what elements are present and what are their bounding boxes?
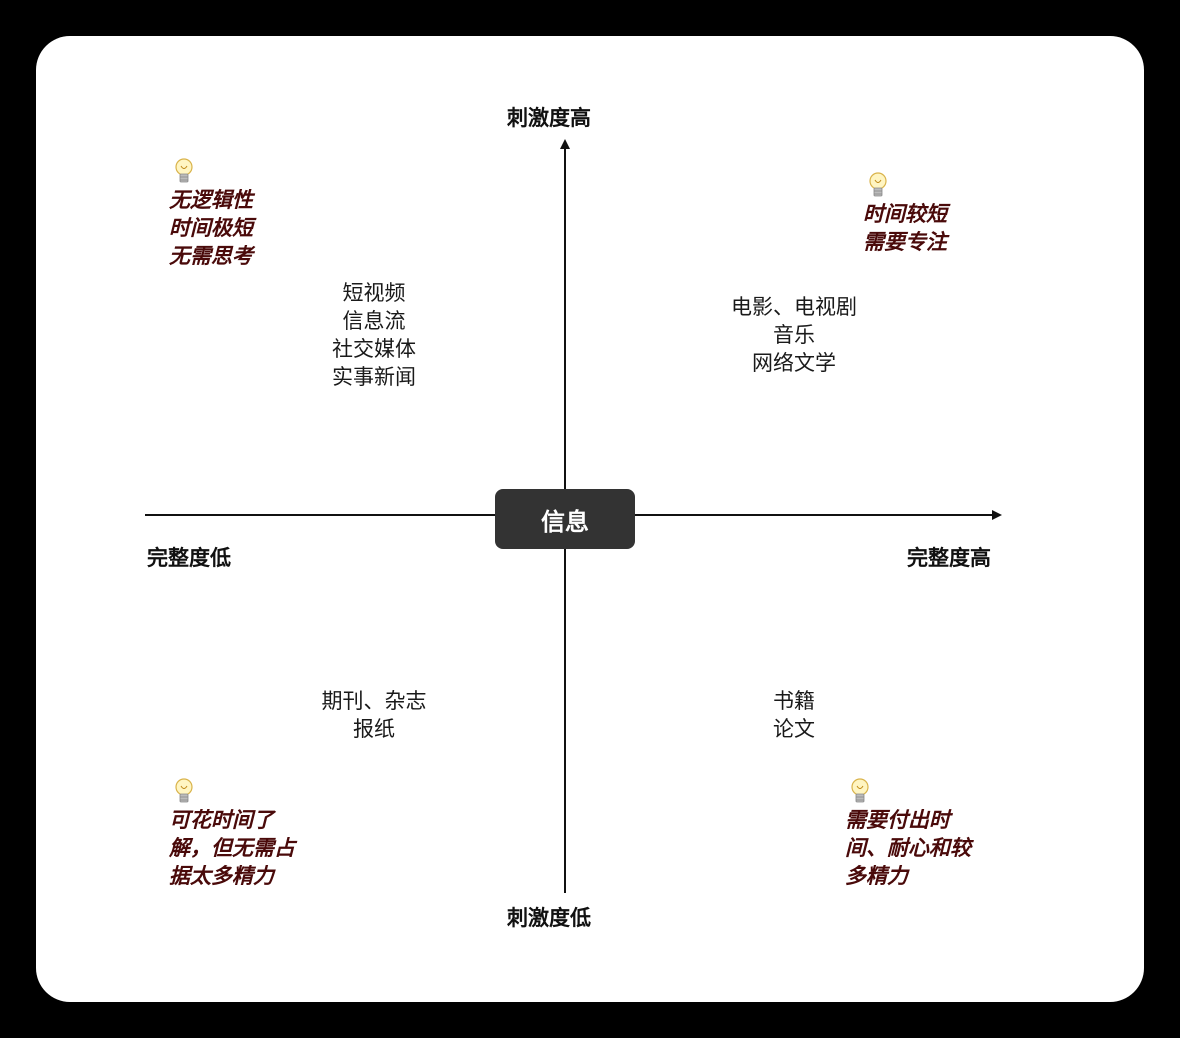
media-list-bottom-right: 书籍 论文 [773,687,815,743]
note-line: 时间较短 [863,202,947,226]
list-item: 短视频 [342,281,406,305]
media-list-bottom-left: 期刊、杂志 报纸 [322,687,427,743]
list-item: 音乐 [773,323,815,347]
list-item: 报纸 [353,717,395,741]
light-bulb-icon [851,778,869,803]
note-line: 无需思考 [169,244,253,268]
note-top-left: 无逻辑性 时间极短 无需思考 [169,186,253,270]
y-axis-top-label: 刺激度高 [507,106,591,130]
light-bulb-icon [175,158,193,183]
list-item: 电影、电视剧 [731,295,857,319]
note-line: 可花时间了 [169,808,274,832]
note-line: 时间极短 [169,216,253,240]
light-bulb-icon [869,172,887,197]
list-item: 网络文学 [752,351,836,375]
list-item: 社交媒体 [332,337,416,361]
note-bottom-left: 可花时间了 解，但无需占 据太多精力 [169,806,295,890]
note-line: 需要付出时 [845,808,950,832]
list-item: 信息流 [342,309,406,333]
media-list-top-right: 电影、电视剧 音乐 网络文学 [731,293,857,377]
list-item: 书籍 [773,689,815,713]
x-axis-right-label: 完整度高 [907,546,991,570]
list-item: 实事新闻 [332,365,416,389]
list-item: 期刊、杂志 [321,689,427,713]
x-axis-left-label: 完整度低 [147,546,231,570]
note-line: 无逻辑性 [169,188,253,212]
center-label: 信息 [541,507,589,536]
note-line: 据太多精力 [169,864,274,888]
light-bulb-icon [175,778,193,803]
note-line: 多精力 [845,864,908,888]
note-line: 间、耐心和较 [845,836,971,860]
list-item: 论文 [773,717,815,741]
note-top-right: 时间较短 需要专注 [863,200,947,256]
note-bottom-right: 需要付出时 间、耐心和较 多精力 [845,806,971,890]
y-axis-bottom-label: 刺激度低 [507,906,591,930]
note-line: 需要专注 [863,230,947,254]
note-line: 解，但无需占 [169,836,295,860]
center-label-box: 信息 [495,489,635,549]
media-list-top-left: 短视频 信息流 社交媒体 实事新闻 [332,279,416,391]
